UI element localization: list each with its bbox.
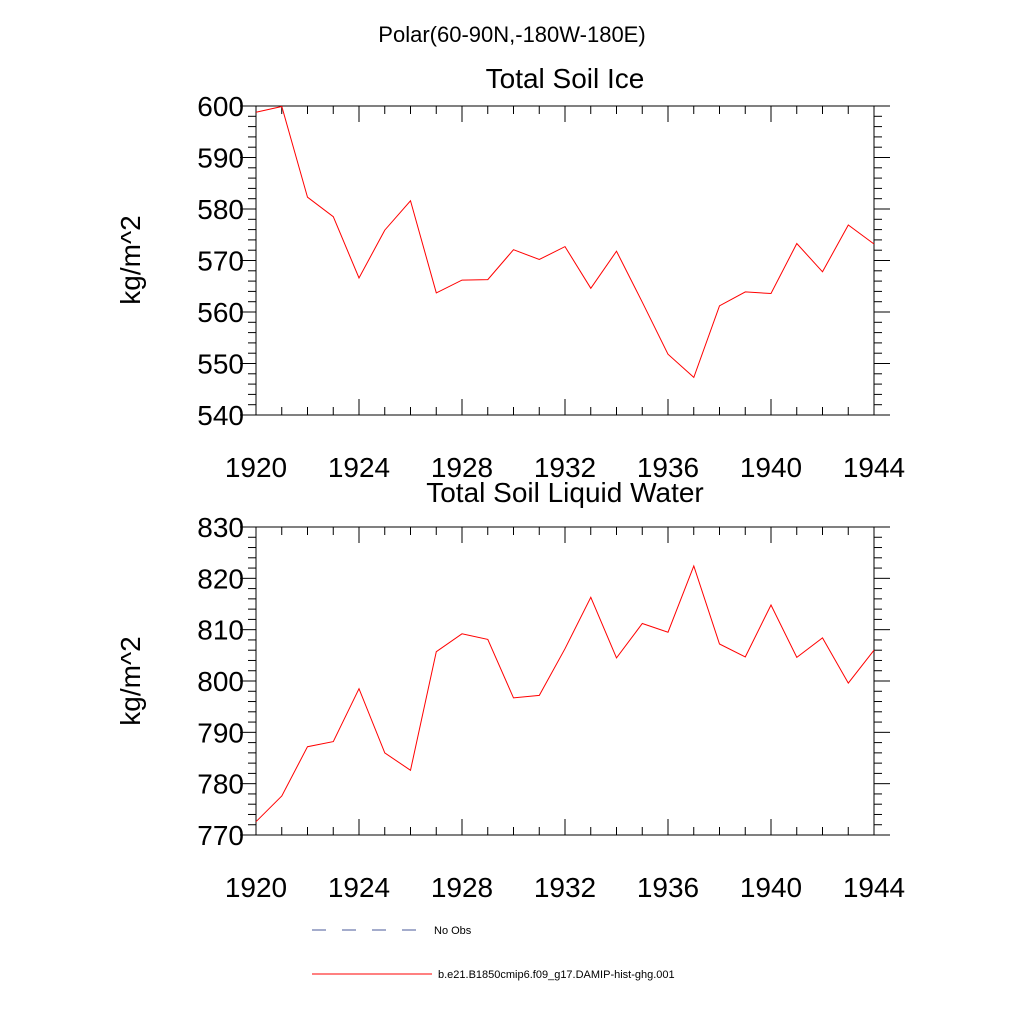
soil-liquid-water-y-tick-label: 800 (197, 666, 244, 697)
soil-liquid-water-x-tick-label: 1940 (740, 872, 802, 903)
soil-liquid-water-y-tick-label: 770 (197, 820, 244, 851)
soil-liquid-water-x-tick-label: 1936 (637, 872, 699, 903)
soil-ice-y-tick-label: 560 (197, 297, 244, 328)
soil-ice-y-tick-label: 580 (197, 194, 244, 225)
legend: No Obs b.e21.B1850cmip6.f09_g17.DAMIP-hi… (312, 925, 675, 981)
soil-ice-panel-title: Total Soil Ice (486, 63, 645, 94)
soil-ice-y-tick-label: 570 (197, 246, 244, 277)
legend-label-ghg: b.e21.B1850cmip6.f09_g17.DAMIP-hist-ghg.… (438, 969, 675, 981)
soil-liquid-water-y-tick-label: 790 (197, 717, 244, 748)
soil-liquid-water-y-axis-label: kg/m^2 (115, 636, 146, 725)
soil-liquid-water-x-tick-label: 1928 (431, 872, 493, 903)
soil-liquid-water-y-tick-label: 820 (197, 563, 244, 594)
soil-liquid-water-panel: Total Soil Liquid Water kg/m^2 1920 1924 1… (115, 477, 905, 903)
soil-ice-plot-area: 1920 1924 1928 1932 1936 1940 1944 540 550 560 570… (197, 91, 905, 483)
soil-ice-x-tick-label: 1924 (328, 452, 390, 483)
soil-liquid-water-x-tick-label: 1924 (328, 872, 390, 903)
soil-liquid-water-plot-area: 1920 1924 1928 1932 1936 1940 1944 770 780 790 800… (197, 512, 905, 903)
soil-liquid-water-y-tick-label: 830 (197, 512, 244, 543)
soil-ice-x-tick-label: 1932 (534, 452, 596, 483)
soil-liquid-water-x-tick-label: 1944 (843, 872, 905, 903)
soil-liquid-water-frame (255, 526, 875, 836)
soil-ice-y-tick-label: 550 (197, 349, 244, 380)
soil-ice-y-tick-label: 600 (197, 91, 244, 122)
soil-ice-x-tick-label: 1928 (431, 452, 493, 483)
soil-liquid-water-y-tick-label: 780 (197, 769, 244, 800)
soil-ice-frame (255, 105, 875, 416)
soil-liquid-water-panel-title: Total Soil Liquid Water (426, 477, 704, 508)
soil-ice-y-tick-label: 540 (197, 400, 244, 431)
soil-ice-x-tick-label: 1940 (740, 452, 802, 483)
soil-ice-y-axis-label: kg/m^2 (115, 215, 146, 304)
soil-ice-series-line (255, 105, 875, 379)
soil-liquid-water-x-tick-label: 1920 (225, 872, 287, 903)
soil-ice-x-tick-label: 1944 (843, 452, 905, 483)
soil-ice-x-tick-label: 1936 (637, 452, 699, 483)
soil-liquid-water-y-tick-label: 810 (197, 615, 244, 646)
soil-ice-panel: Total Soil Ice kg/m^2 1920 1924 1928 1932 19… (115, 63, 905, 483)
figure-suptitle: Polar(60-90N,-180W-180E) (378, 22, 645, 47)
soil-liquid-water-x-tick-label: 1932 (534, 872, 596, 903)
legend-label-no-obs: No Obs (434, 925, 472, 937)
soil-liquid-water-series-line (255, 564, 875, 823)
soil-ice-y-tick-label: 590 (197, 143, 244, 174)
soil-ice-x-tick-label: 1920 (225, 452, 287, 483)
